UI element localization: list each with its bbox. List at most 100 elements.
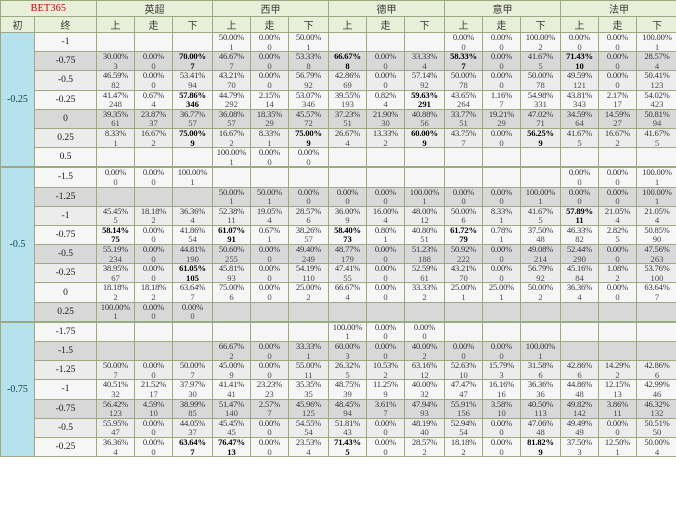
subhead-down-4: 下 [636,16,676,33]
stat-cell-down: 45.96% 125 [288,398,329,419]
stat-percent: 75.00% [179,128,206,138]
stat-percent: 50.00% [256,187,283,197]
stat-percent: 0.00% [490,32,513,42]
subhead-up-3: 上 [444,16,483,33]
stat-cell-down: 61.05% 105 [172,263,213,284]
stat-percent: 49.82% [566,399,593,409]
row-line-label: -0.25 [34,263,97,284]
stat-count: 4 [615,215,620,226]
subhead-up-4: 上 [560,16,599,33]
stat-percent: 0.00% [374,263,397,274]
stat-cell-down: 50.00% 7 [172,360,213,381]
stat-count: 1 [113,311,118,322]
table-row: 0 18.18% 2 18.18% 2 63.64% 7 75.00% 6 0.00% 0 25.00… [1,282,676,303]
stat-count: 64 [575,118,584,129]
stat-count: 1 [345,331,350,342]
stat-cell-down [636,147,676,168]
stat-cell-down: 47.94% 93 [404,398,445,419]
stat-cell-up: 0.00% 0 [444,340,483,362]
stat-percent: 0.00% [568,32,591,42]
stat-percent: 44.79% [218,90,245,100]
stat-percent: 43.21% [218,70,245,81]
row-line-label: -1.5 [34,166,97,188]
stat-percent: 61.07% [218,225,245,235]
stat-cell-flat: 16.00% 4 [366,205,405,226]
stat-count: 105 [186,272,199,283]
stat-count: 5 [345,446,350,457]
stat-percent: 15.79% [488,360,515,371]
stat-cell-up: 37.50% 3 [560,436,599,458]
stat-percent: 34.59% [566,109,593,119]
stat-percent: 42.86% [644,360,670,371]
stat-count: 0 [615,79,620,90]
stat-cell-down [520,320,561,342]
stat-count: 12 [420,215,429,226]
stat-cell-flat [134,31,173,53]
stat-count: 7 [499,99,504,110]
stat-cell-up: 46.67% 7 [212,51,251,72]
stat-cell-up: 39.35% 61 [96,108,135,129]
table-row: -0.75 58.14% 75 0.00% 0 41.86% 54 61.07% 91 0.67%… [1,224,676,246]
stat-count: 0 [615,41,620,52]
odds-statistics-table: BET365 英超 西甲 德甲 意甲 法甲 初 终 上 走 下 上 走 下 上 … [0,0,676,458]
stat-count: 92 [420,79,429,90]
stat-count: 6 [461,215,466,226]
stat-cell-up: 16.67% 2 [212,127,251,149]
stat-percent: 0.00% [606,244,629,255]
stat-cell-flat [366,147,405,168]
stat-percent: 28.57% [411,437,438,447]
table-row: 0 39.35% 61 23.87% 37 36.77% 57 36.08% 57 18.35% 2… [1,108,676,129]
stat-cell-flat: 0.82% 4 [366,89,405,110]
stat-cell-up: 71.43% 10 [560,51,599,72]
stat-cell-down: 45.57% 72 [288,108,329,129]
stat-count: 4 [306,446,311,457]
stat-cell-flat: 18.35% 29 [250,108,289,129]
stat-count: 0 [113,176,118,187]
stat-cell-down: 46.32% 132 [636,398,676,419]
stat-cell-down [636,340,676,362]
stat-count: 0 [267,60,272,71]
stat-count: 0 [151,369,156,380]
stat-cell-down: 37.50% 48 [520,224,561,246]
stat-count: 45 [227,427,236,438]
stat-percent: 36.08% [218,109,245,119]
stat-count: 93 [420,408,429,419]
stat-cell-down: 50.51% 50 [636,417,676,438]
stat-count: 7 [383,408,388,419]
stat-percent: 54.55% [295,418,322,428]
stat-percent: 48.45% [334,399,361,409]
stat-percent: 49.59% [566,70,593,81]
stat-cell-down: 100.00% 1 [520,340,561,362]
row-line-label: -1.25 [34,360,97,381]
stat-cell-up: 55.19% 234 [96,244,135,265]
stat-percent: 18.18% [140,206,167,216]
table-header: BET365 英超 西甲 德甲 意甲 法甲 初 终 上 走 下 上 走 下 上 … [0,0,676,33]
stat-cell-down: 51.23% 188 [404,244,445,265]
stat-count: 3 [499,369,504,380]
stat-cell-flat: 0.00% 0 [482,70,521,91]
stat-percent: 50.41% [644,70,670,81]
stat-percent: 54.02% [644,90,670,100]
stat-count: 255 [225,253,238,264]
stat-percent: 42.99% [644,379,670,390]
stat-count: 47 [111,427,120,438]
stat-count: 37 [149,118,158,129]
stat-count: 2 [422,350,427,361]
stat-cell-flat [250,320,289,342]
stat-percent: 55.91% [450,399,477,409]
stat-count: 0 [267,272,272,283]
stat-cell-down: 40.00% 2 [404,340,445,362]
stat-count: 61 [420,272,429,283]
stat-percent: 0.00% [606,32,629,42]
stat-count: 7 [190,292,195,303]
stat-percent: 18.18% [140,282,167,293]
stat-percent: 58.40% [334,225,361,235]
stat-percent: 58.33% [450,51,477,62]
stat-percent: 45.45% [218,418,245,428]
stat-count: 1 [383,234,388,245]
stat-count: 0 [151,427,156,438]
stat-count: 7 [461,60,466,71]
stat-cell-up: 43.81% 343 [560,89,599,110]
stat-count: 0 [383,331,388,342]
stat-count: 2 [422,292,427,303]
